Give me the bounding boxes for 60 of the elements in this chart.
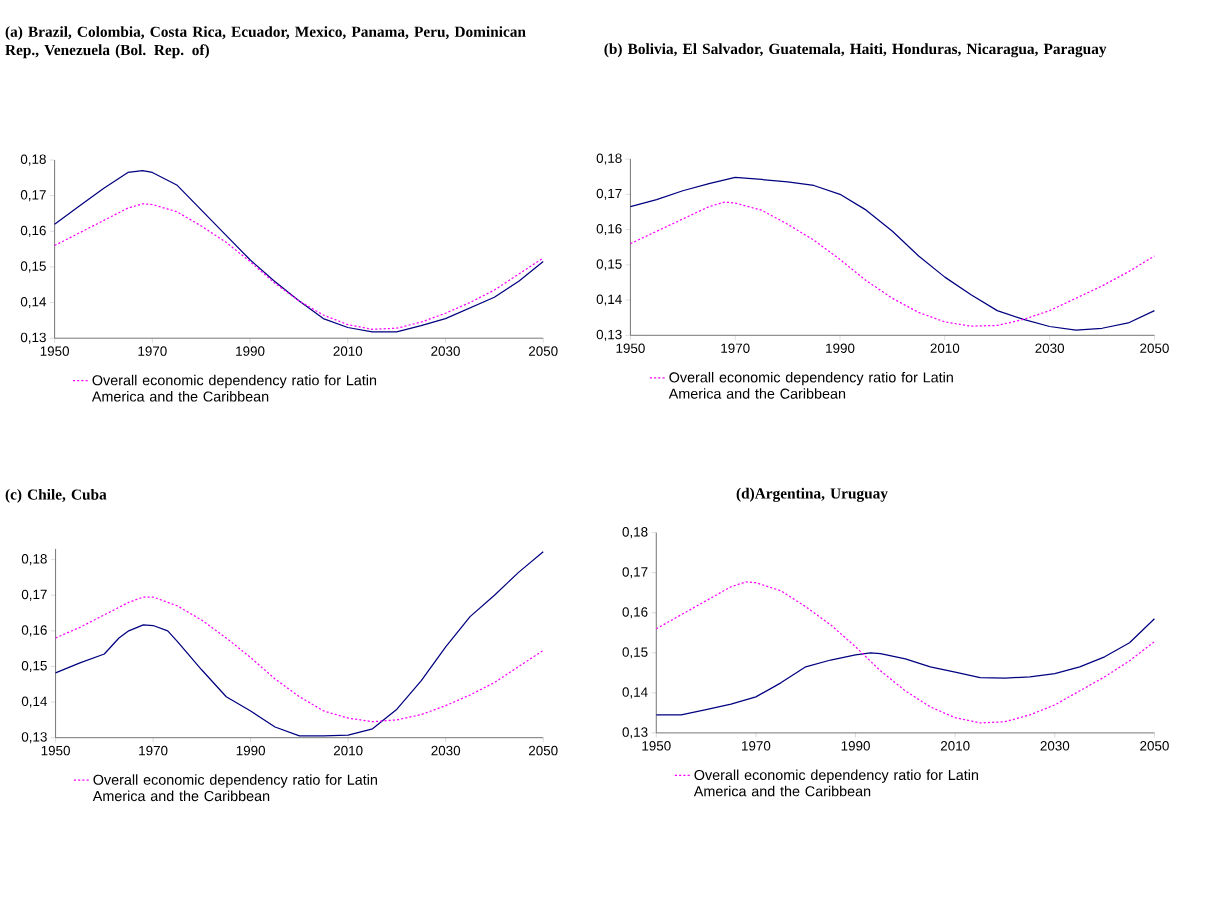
y-tick-label: 0,14 bbox=[622, 687, 648, 699]
legend-label: Overall economic dependency ratio for Latin America and the Caribbean bbox=[91, 374, 377, 402]
y-tick-label: 0,16 bbox=[20, 225, 46, 237]
x-tick-label: 1970 bbox=[742, 740, 771, 751]
x-tick-label: 1990 bbox=[236, 346, 265, 356]
chart-title: (c) Chile, Cuba bbox=[5, 488, 107, 503]
x-tick-label: 1990 bbox=[236, 745, 266, 756]
x-tick-label: 2050 bbox=[1140, 740, 1169, 751]
y-tick-label: 0,13 bbox=[21, 731, 47, 744]
y-tick-label: 0,18 bbox=[622, 526, 648, 538]
y-tick-label: 0,17 bbox=[622, 566, 648, 579]
legend-label: Overall economic dependency ratio for Latin America and the Caribbean bbox=[92, 774, 377, 801]
x-tick-label: 2010 bbox=[940, 740, 970, 751]
y-tick-label: 0,18 bbox=[20, 154, 46, 166]
chart-title: (b) Bolivia, El Salvador, Guatemala, Haiti, Honduras, Nicaragua, Paraguay bbox=[604, 43, 1107, 58]
x-tick-label: 2030 bbox=[431, 745, 461, 756]
x-tick-label: 2010 bbox=[333, 346, 363, 356]
y-tick-label: 0,15 bbox=[21, 660, 47, 672]
line-series bbox=[629, 176, 1156, 331]
x-tick-label: 1990 bbox=[841, 740, 870, 751]
x-tick-label: 1970 bbox=[138, 346, 167, 356]
y-tick-label: 0,18 bbox=[21, 553, 47, 565]
legend-label: Overall economic dependency ratio for Latin America and the Caribbean bbox=[693, 769, 978, 797]
x-tick-label: 2050 bbox=[1140, 343, 1169, 353]
x-tick-label: 1990 bbox=[826, 343, 855, 353]
x-tick-label: 1950 bbox=[642, 740, 671, 751]
legend-label: Overall economic dependency ratio for Latin America and the Caribbean bbox=[668, 371, 953, 399]
y-tick-label: 0,13 bbox=[622, 727, 648, 739]
x-tick-label: 2030 bbox=[1040, 740, 1070, 751]
y-tick-label: 0,15 bbox=[20, 261, 46, 273]
x-tick-label: 2010 bbox=[930, 343, 960, 353]
x-tick-label: 1950 bbox=[41, 745, 70, 756]
y-tick-label: 0,17 bbox=[596, 188, 622, 200]
chart-title: (a) Brazil, Colombia, Costa Rica, Ecuador, Mexico, Panama, Peru, Dominican Rep., Venezuela (Bol. Rep. of) bbox=[5, 25, 526, 59]
y-tick-label: 0,14 bbox=[20, 296, 47, 308]
x-tick-label: 1970 bbox=[139, 745, 168, 756]
y-tick-label: 0,17 bbox=[21, 589, 47, 601]
y-tick-label: 0,18 bbox=[596, 153, 622, 165]
x-tick-label: 1970 bbox=[721, 343, 750, 353]
y-tick-label: 0,16 bbox=[596, 223, 622, 235]
x-tick-label: 2030 bbox=[431, 346, 460, 356]
x-tick-label: 1950 bbox=[40, 346, 70, 356]
y-tick-label: 0,17 bbox=[20, 189, 46, 201]
x-tick-label: 2010 bbox=[333, 745, 363, 756]
line-series bbox=[629, 201, 1156, 327]
y-tick-label: 0,13 bbox=[20, 332, 46, 344]
y-tick-label: 0,13 bbox=[596, 329, 622, 341]
x-tick-label: 2050 bbox=[528, 346, 558, 356]
y-tick-label: 0,16 bbox=[21, 625, 47, 637]
y-tick-label: 0,16 bbox=[622, 606, 648, 619]
y-tick-label: 0,15 bbox=[622, 647, 648, 659]
y-tick-label: 0,14 bbox=[21, 696, 47, 708]
line-series bbox=[655, 617, 1156, 716]
x-tick-label: 2050 bbox=[528, 745, 558, 756]
chart-title: (d)Argentina, Uruguay bbox=[736, 487, 888, 502]
x-tick-label: 1950 bbox=[616, 343, 645, 353]
line-series bbox=[53, 202, 544, 330]
y-tick-label: 0,15 bbox=[596, 259, 622, 271]
x-tick-label: 2030 bbox=[1035, 343, 1065, 353]
y-tick-label: 0,14 bbox=[596, 294, 622, 306]
